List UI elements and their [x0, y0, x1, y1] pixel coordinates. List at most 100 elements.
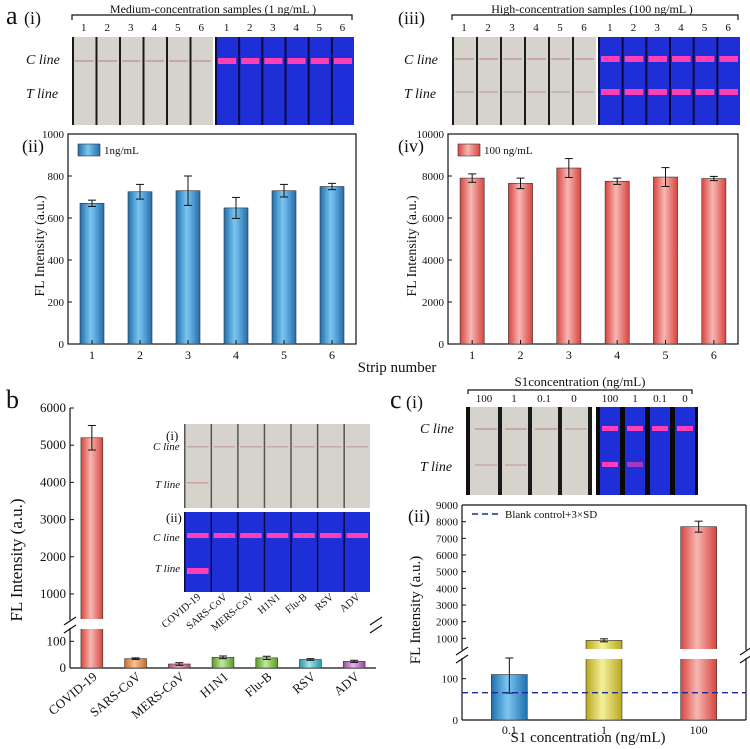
inset-uv-photo: [184, 512, 370, 592]
c-line-white: [75, 60, 94, 62]
strip-number: 1: [224, 22, 230, 34]
t-line-fluor: [627, 462, 643, 467]
strip-number: 1: [461, 22, 467, 34]
chart-a-iv-ylabel: FL Intensity (a.u.): [405, 195, 420, 297]
c-line-white: [475, 428, 497, 430]
t-line-white: [551, 91, 570, 93]
x-tick-label: 6: [329, 348, 335, 362]
y-tick-label: 0: [453, 715, 459, 727]
conc-label: 0: [682, 393, 688, 405]
strip-number: 3: [128, 22, 134, 34]
c-line-fluor: [672, 56, 691, 62]
chart-b-inset-t-line-label-top: T line: [155, 479, 180, 491]
y-tick-label: 9000: [436, 500, 459, 512]
y-tick-label: 7000: [436, 533, 459, 545]
strip-number: 6: [581, 22, 587, 34]
chart-b-inset-t-line-label-bottom: T line: [155, 563, 180, 575]
y-tick-label: 400: [48, 255, 65, 267]
panel-a-i-c-line-label: C line: [26, 53, 60, 68]
chart-a-ii-ylabel: FL Intensity (a.u.): [33, 195, 48, 297]
y-tick-label: 6000: [436, 550, 459, 562]
t-line-white: [475, 464, 497, 466]
strip-divider: [498, 407, 502, 495]
panel-label-c: c: [390, 385, 402, 414]
inset-category-label: H1N1: [256, 592, 283, 617]
axis-break-mark: [455, 654, 469, 664]
chart-c-ii: (ii) FL Intensity (a.u.) 0 100 1000 2000 300…: [408, 500, 750, 746]
t-line-white: [187, 482, 209, 484]
plot-frame: [447, 133, 739, 345]
y-tick-label: 100: [442, 674, 459, 686]
t-line-fluor: [601, 89, 620, 95]
bar: [79, 203, 105, 345]
strip-divider: [189, 37, 192, 125]
chart-a-ii-roman: (ii): [22, 136, 44, 157]
strip-divider: [598, 37, 600, 125]
y-tick-label: 800: [48, 171, 65, 183]
strip-number: 4: [678, 22, 684, 34]
t-line-fluor: [602, 462, 618, 467]
c-line-white: [240, 446, 262, 448]
chart-a-iv: (iv) FL Intensity (a.u.) 0 2000 4000 6000 80…: [398, 129, 739, 362]
bar: [653, 176, 678, 345]
t-line-white: [479, 91, 498, 93]
y-tick-label: 6000: [40, 400, 66, 415]
axis-break-mark: [739, 655, 750, 664]
strip-number: 5: [702, 22, 708, 34]
c-line-fluor: [241, 58, 260, 64]
strip-number: 5: [175, 22, 181, 34]
c-line-fluor: [187, 533, 209, 538]
c-line-white: [535, 428, 557, 430]
strip-divider: [343, 512, 345, 592]
c-line-fluor: [677, 426, 693, 431]
bar: [80, 437, 104, 669]
panel-c-i-roman: (i): [406, 392, 423, 413]
y-tick-label: 600: [48, 213, 65, 225]
strip-divider: [184, 512, 186, 592]
bar-break-gap: [585, 649, 623, 659]
bar: [508, 183, 533, 345]
c-line-white: [145, 60, 164, 62]
strip-number: 2: [247, 22, 253, 34]
y-tick-label: 0: [439, 339, 445, 351]
strip-divider: [263, 424, 266, 508]
x-tick-label: ADV: [331, 668, 363, 698]
bar-break-gap: [79, 619, 104, 629]
strip-number: 6: [725, 22, 731, 34]
inset-category-label: ADV: [338, 592, 363, 615]
strip-divider: [237, 424, 239, 508]
x-tick-label: 1: [89, 348, 95, 362]
strip-divider: [548, 37, 550, 125]
bar: [680, 526, 717, 721]
x-tick-label: 4: [614, 348, 620, 362]
c-line-white: [505, 428, 527, 430]
strip-divider: [215, 37, 217, 125]
strip-divider: [716, 37, 719, 125]
c-line-white: [266, 446, 289, 448]
c-line-fluor: [648, 56, 667, 62]
c-line-white: [551, 58, 570, 60]
panel-a-iii-bracket: [451, 14, 739, 20]
c-line-white: [527, 58, 546, 60]
chart-b: FL Intensity (a.u.) 0 100 1000 2000 3000 4000…: [7, 400, 383, 722]
strip-number: 3: [654, 22, 660, 34]
x-tick-label: 2: [137, 348, 143, 362]
strip-divider: [307, 37, 310, 125]
x-tick-label: 5: [281, 348, 287, 362]
y-tick-label: 1000: [40, 586, 66, 601]
chart-a-ii: (ii) FL Intensity (a.u.) 0 200 400 600 800 10…: [22, 129, 436, 376]
panel-a-i-title: Medium-concentration samples (1 ng/mL ): [110, 2, 316, 16]
strip-divider: [142, 37, 145, 125]
legend-label: 100 ng/mL: [484, 145, 533, 157]
chart-a-ii-xlabel: Strip number: [358, 360, 437, 376]
c-line-fluor: [240, 533, 262, 538]
c-line-white: [98, 60, 117, 62]
chart-b-inset-c-line-label-bottom: C line: [153, 532, 180, 544]
c-line-white: [319, 446, 342, 448]
axis-break-mark: [739, 647, 750, 656]
y-tick-label: 6000: [422, 213, 445, 225]
c-line-fluor: [719, 56, 738, 62]
c-line-fluor: [310, 58, 329, 64]
strip-divider: [284, 37, 287, 125]
